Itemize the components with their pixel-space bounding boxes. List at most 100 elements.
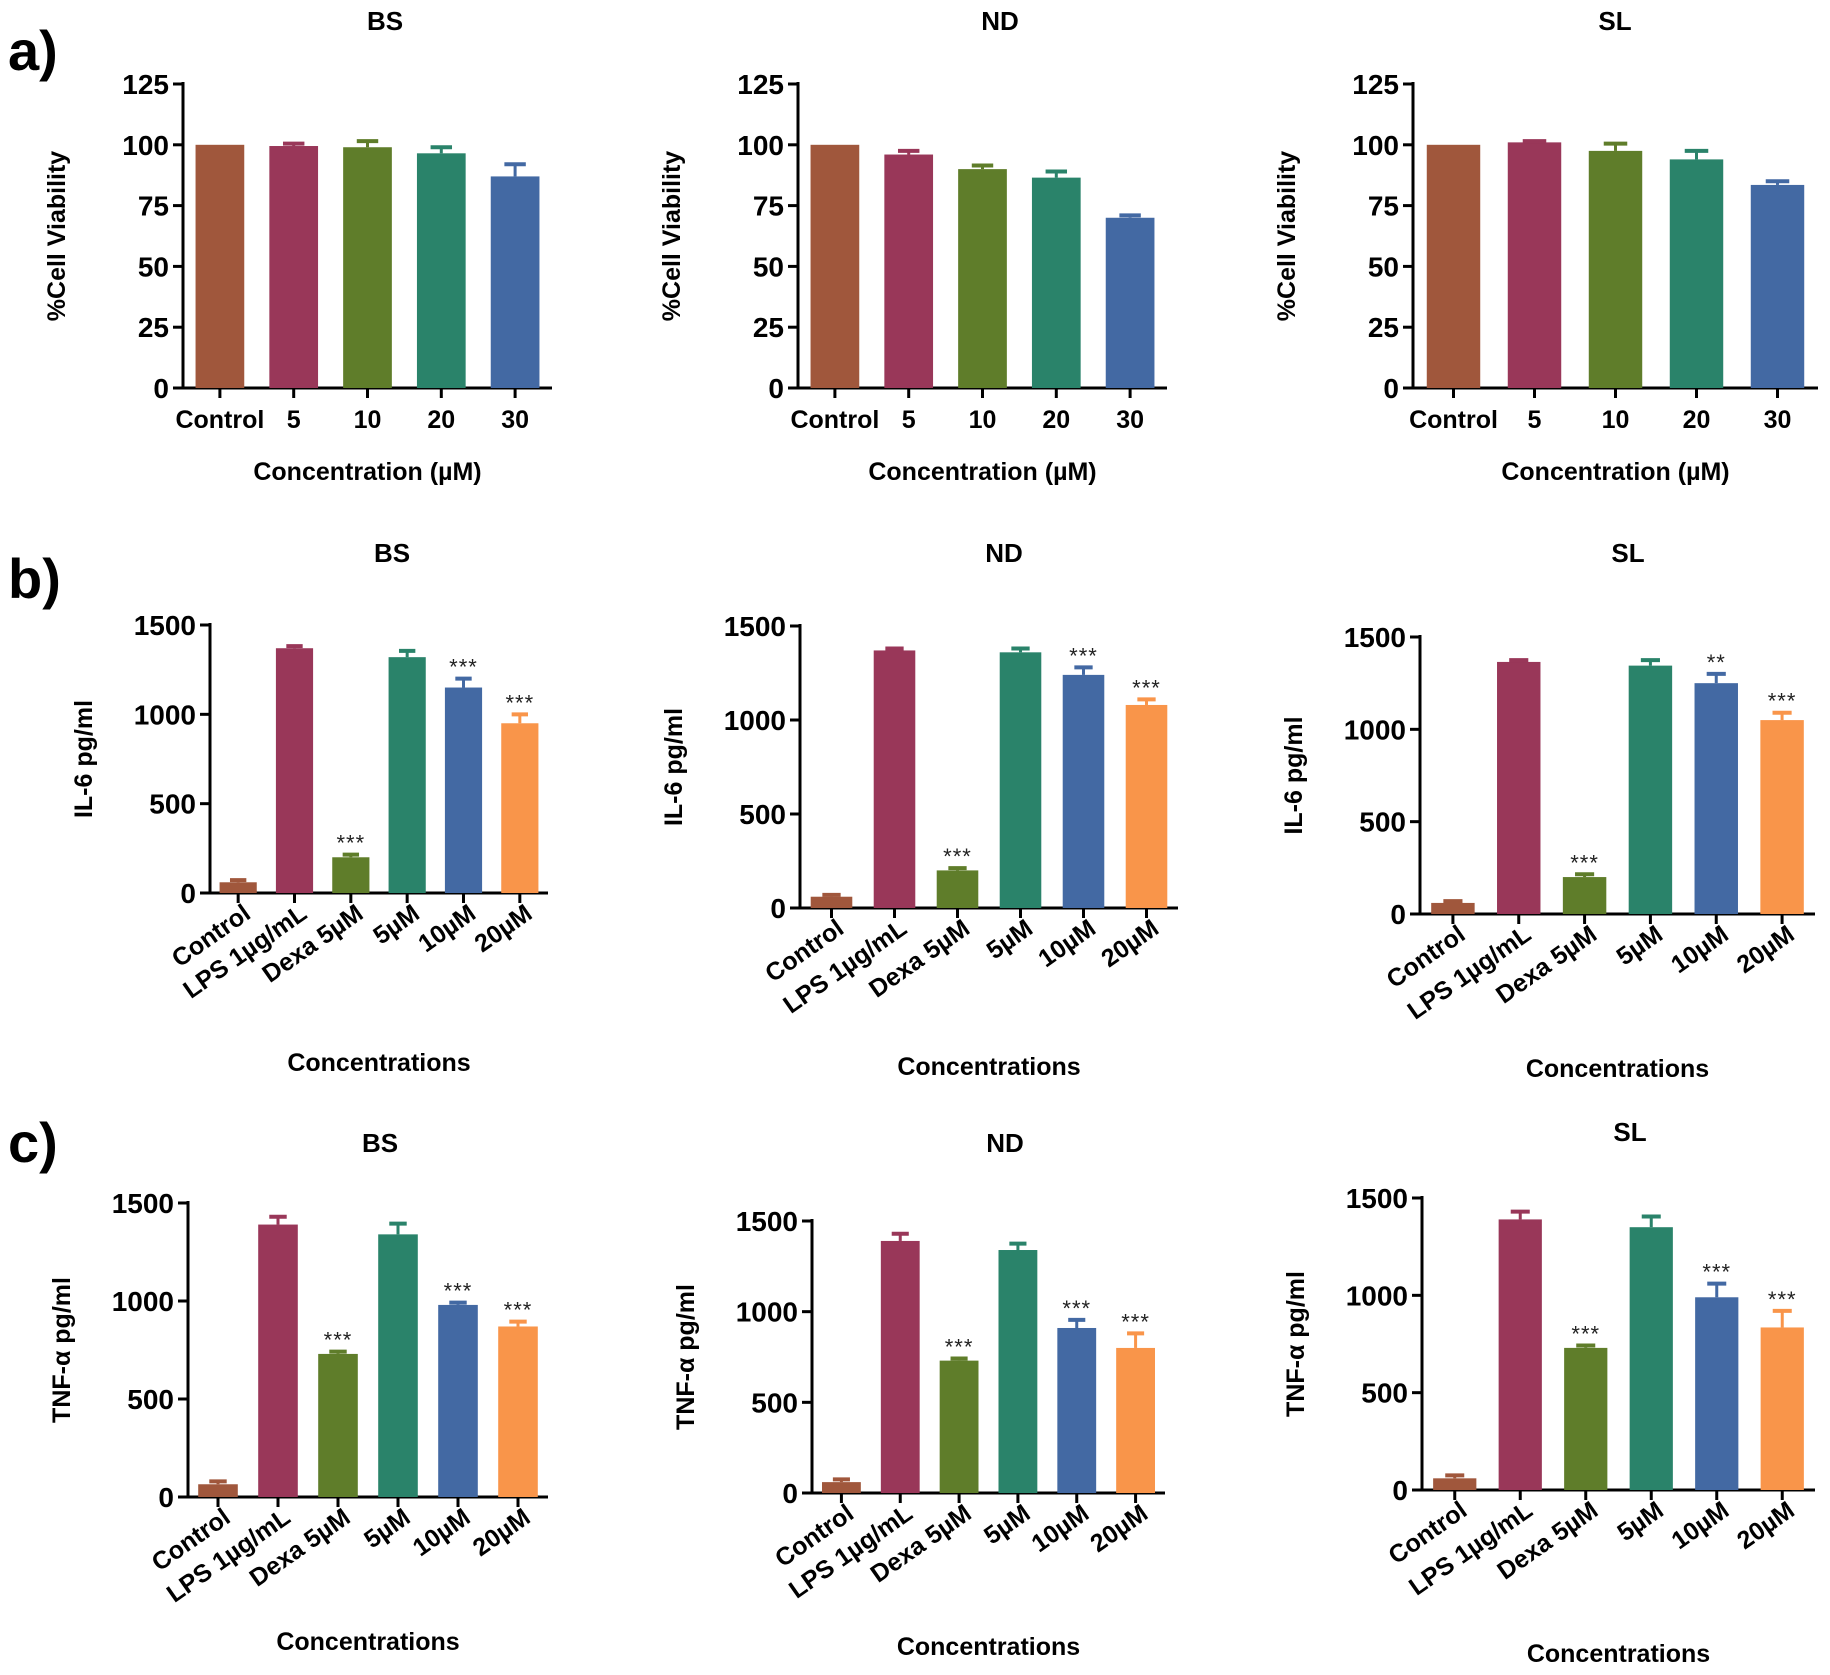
y-tick-label: 1000 — [134, 699, 196, 730]
y-tick-label: 75 — [138, 191, 169, 222]
chart-title: BS — [362, 1128, 398, 1158]
x-tick-label: 20µM — [1732, 920, 1800, 979]
y-tick-label: 500 — [739, 799, 786, 830]
bar-5 — [490, 176, 540, 388]
significance-marker: *** — [1570, 850, 1599, 875]
significance-marker: *** — [1132, 675, 1161, 700]
y-tick-label: 50 — [1368, 251, 1399, 282]
panel-letter-c: c) — [8, 1111, 58, 1174]
y-tick-label: 100 — [737, 130, 784, 161]
chart-title: ND — [985, 538, 1023, 568]
bar-3 — [939, 1360, 979, 1493]
y-tick-label: 500 — [1361, 1378, 1408, 1409]
y-axis-label: IL-6 pg/ml — [660, 708, 688, 826]
y-tick-label: 1000 — [724, 705, 786, 736]
x-axis-label: Concentrations — [897, 1053, 1080, 1081]
bar-5 — [444, 687, 483, 893]
bar-4 — [999, 652, 1042, 908]
y-tick-label: 0 — [158, 1482, 174, 1513]
bar-2 — [275, 648, 314, 893]
y-tick-label: 0 — [1390, 899, 1406, 930]
x-tick-label: 20µM — [1732, 1496, 1800, 1555]
chart-title: BS — [374, 538, 410, 568]
y-tick-label: 125 — [1352, 69, 1399, 100]
y-axis-label: TNF-α pg/ml — [48, 1277, 76, 1423]
x-tick-label: 5µM — [359, 1503, 415, 1554]
bar-2 — [884, 154, 934, 388]
y-axis-label: %Cell Viability — [658, 151, 686, 322]
y-axis-label: TNF-α pg/ml — [672, 1284, 700, 1430]
y-tick-label: 125 — [122, 69, 169, 100]
bar-4 — [416, 153, 466, 388]
significance-marker: *** — [1768, 689, 1797, 714]
chart-a-bs: BS 0 25 50 75 100 125 %Cell Viability Control 5 10… — [43, 6, 552, 486]
y-tick-label: 1500 — [134, 610, 196, 641]
chart-title: SL — [1611, 538, 1644, 568]
y-tick-label: 25 — [1368, 312, 1399, 343]
x-axis-label: Concentrations — [897, 1633, 1080, 1661]
y-tick-label: 25 — [138, 312, 169, 343]
y-axis-label: %Cell Viability — [1273, 151, 1301, 322]
chart-title: ND — [981, 6, 1019, 36]
y-tick-label: 0 — [782, 1478, 798, 1509]
bar-6 — [501, 723, 539, 893]
y-tick-label: 1000 — [112, 1286, 174, 1317]
y-tick-label: 1000 — [1346, 1280, 1408, 1311]
bar-2 — [1507, 142, 1562, 388]
y-axis-label: TNF-α pg/ml — [1282, 1271, 1310, 1417]
y-tick-label: 500 — [127, 1384, 174, 1415]
x-tick-label: 10µM — [413, 899, 481, 958]
bar-1 — [1426, 144, 1481, 388]
x-tick-label: 5 — [1528, 406, 1542, 434]
x-tick-label: 5µM — [979, 1499, 1035, 1550]
x-axis-label: Concentrations — [1526, 1055, 1709, 1083]
y-tick-label: 0 — [1392, 1475, 1408, 1506]
y-axis-label: IL-6 pg/ml — [70, 700, 98, 818]
significance-marker: *** — [505, 690, 534, 715]
bar-2 — [1498, 1219, 1542, 1490]
bar-1 — [810, 144, 860, 388]
bar-5 — [1062, 674, 1105, 908]
panel-letter-b: b) — [8, 547, 61, 610]
x-tick-label: 10 — [354, 406, 382, 434]
bar-1 — [1431, 902, 1475, 914]
y-tick-label: 75 — [1368, 191, 1399, 222]
x-tick-label: 5µM — [1612, 920, 1668, 971]
bar-2 — [258, 1224, 298, 1497]
chart-title: SL — [1598, 6, 1631, 36]
x-axis-label: Concentrations — [1527, 1640, 1710, 1668]
y-tick-label: 1000 — [736, 1297, 798, 1328]
bar-3 — [936, 870, 979, 908]
y-tick-label: 1500 — [724, 611, 786, 642]
bar-2 — [1497, 661, 1541, 914]
y-tick-label: 0 — [770, 893, 786, 924]
x-axis-label: Concentration (µM) — [1501, 458, 1729, 486]
bar-6 — [1760, 720, 1804, 914]
y-tick-label: 0 — [153, 373, 169, 404]
x-tick-label: 5µM — [982, 914, 1038, 965]
bar-4 — [1031, 177, 1081, 388]
chart-a-sl: SL 0 25 50 75 100 125 %Cell Viability Control 5 10… — [1273, 6, 1818, 486]
y-tick-label: 25 — [753, 312, 784, 343]
significance-marker: *** — [1768, 1287, 1797, 1312]
x-tick-label: 10 — [969, 406, 997, 434]
significance-marker: *** — [336, 831, 365, 856]
x-tick-label: 20µM — [468, 1503, 536, 1562]
bar-3 — [1588, 150, 1643, 388]
bar-4 — [378, 1234, 418, 1497]
x-axis-label: Concentration (µM) — [868, 458, 1096, 486]
bar-6 — [1760, 1327, 1804, 1490]
bar-2 — [269, 146, 319, 388]
y-axis-label: %Cell Viability — [43, 151, 71, 322]
x-axis-label: Concentrations — [276, 1628, 459, 1656]
y-tick-label: 0 — [1383, 373, 1399, 404]
y-tick-label: 100 — [1352, 130, 1399, 161]
x-tick-label: 10µM — [1666, 1496, 1734, 1555]
bar-3 — [958, 169, 1007, 388]
significance-marker: *** — [1062, 1296, 1091, 1321]
bar-1 — [195, 144, 245, 388]
bar-2 — [873, 650, 916, 908]
bar-4 — [1669, 159, 1724, 388]
